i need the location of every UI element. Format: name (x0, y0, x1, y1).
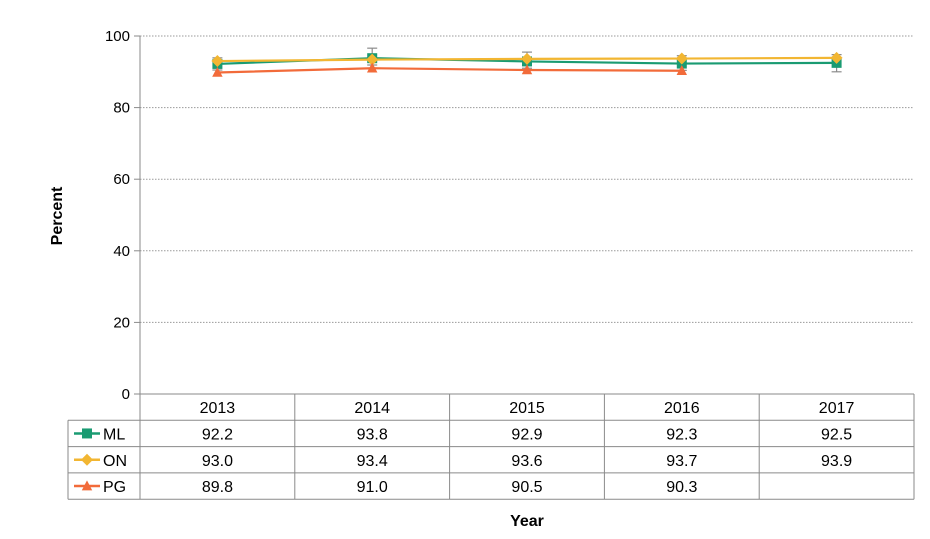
table-cell-value: 92.5 (821, 426, 852, 443)
table-cell-value: 92.3 (666, 426, 697, 443)
y-tick-label: 60 (113, 171, 130, 188)
table-cell-value: 93.4 (357, 453, 388, 470)
marker-diamond (366, 53, 379, 66)
marker-square (82, 428, 92, 439)
x-tick-label: 2016 (664, 400, 700, 417)
marker-triangle (521, 64, 533, 75)
table-cell-value: 90.5 (511, 479, 542, 496)
y-tick-label: 100 (105, 28, 130, 45)
table-cell-value: 93.6 (511, 453, 542, 470)
y-tick-label: 40 (113, 243, 130, 260)
x-tick-label: 2017 (819, 400, 855, 417)
x-axis-label: Year (510, 513, 544, 530)
table-cell-value: 89.8 (202, 479, 233, 496)
y-axis-ticks: 0 20 40 60 80 100 (105, 28, 141, 403)
marker-diamond (81, 453, 93, 466)
table-cell-value: 92.9 (511, 426, 542, 443)
grid-lines (140, 35, 914, 323)
marker-diamond (521, 52, 533, 65)
marker-diamond (830, 51, 843, 64)
marker-diamond (675, 52, 688, 65)
table-cell-value: 93.0 (202, 453, 233, 470)
x-tick-label: 2014 (354, 400, 390, 417)
table-cell-value: 93.9 (821, 453, 852, 470)
y-axis-label: Percent (49, 186, 66, 245)
y-tick-label: 20 (113, 314, 130, 331)
legend-label-ml: ML (103, 426, 125, 443)
marker-triangle (212, 66, 223, 77)
marker-triangle (366, 62, 378, 73)
x-tick-label: 2013 (200, 400, 236, 417)
table-cell-value: 93.8 (357, 426, 388, 443)
table-cell-value: 91.0 (357, 479, 388, 496)
series-line-pg (217, 67, 682, 74)
table-cell-value: 90.3 (666, 479, 697, 496)
marker-diamond (211, 55, 224, 68)
y-tick-label: 80 (113, 100, 130, 117)
marker-triangle (81, 480, 93, 491)
x-tick-label: 2015 (509, 400, 545, 417)
y-tick-label: 0 (122, 386, 130, 403)
marker-triangle (676, 65, 688, 76)
legend-label-pg: PG (103, 479, 126, 496)
table-cell-value: 92.2 (202, 426, 233, 443)
table-cell-value: 93.7 (666, 453, 697, 470)
data-table: 2013 2014 2015 2016 2017 ML 92.2 93.8 92.9 92.3 92… (67, 393, 915, 500)
series-markers (211, 51, 843, 77)
legend-label-on: ON (103, 453, 127, 470)
